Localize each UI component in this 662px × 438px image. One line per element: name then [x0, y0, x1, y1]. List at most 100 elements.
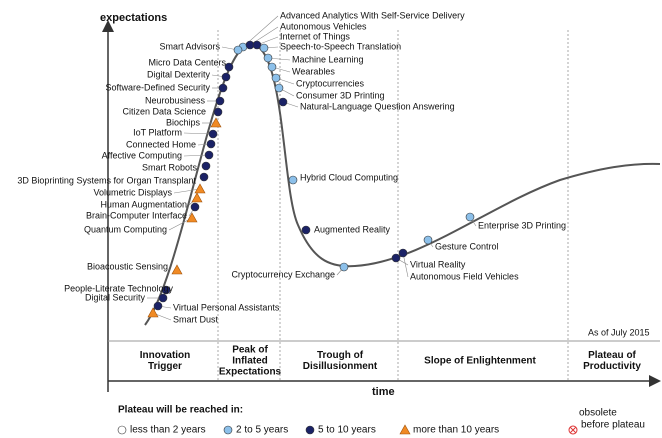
marker	[569, 426, 577, 434]
node-label: Smart Dust	[173, 314, 219, 324]
phase-label: Innovation	[140, 350, 191, 361]
node-label: Cryptocurrencies	[296, 78, 365, 88]
node-label: Micro Data Centers	[148, 57, 226, 67]
node-label: Smart Robots	[142, 162, 198, 172]
phase-label: Slope of Enlightenment	[424, 356, 536, 367]
legend-label: more than 10 years	[413, 425, 499, 436]
marker	[186, 212, 198, 223]
marker	[288, 175, 298, 185]
node-label: Citizen Data Science	[122, 106, 206, 116]
marker	[199, 172, 209, 182]
node-label: Hybrid Cloud Computing	[300, 172, 398, 182]
hype-curve	[144, 42, 661, 326]
marker	[171, 264, 183, 275]
legend-label: obsolete	[579, 408, 617, 419]
marker	[201, 161, 211, 171]
marker	[215, 96, 225, 106]
marker	[398, 248, 408, 258]
phase-label: Trough of	[317, 350, 364, 361]
node-label: Enterprise 3D Printing	[478, 220, 566, 230]
node-label: People-Literate Technology	[64, 283, 173, 293]
marker	[158, 293, 168, 303]
node-label: Biochips	[166, 117, 201, 127]
marker	[224, 62, 234, 72]
legend-label: 2 to 5 years	[236, 425, 288, 436]
node-label: Natural-Language Question Answering	[300, 101, 455, 111]
marker	[391, 253, 401, 263]
node-label: IoT Platform	[133, 127, 182, 137]
node-label: Autonomous Field Vehicles	[410, 271, 519, 281]
marker	[161, 285, 171, 295]
marker	[218, 83, 228, 93]
node-label: Connected Home	[126, 139, 196, 149]
marker	[221, 72, 231, 82]
phase-label: Expectations	[219, 367, 282, 378]
marker	[278, 97, 288, 107]
marker	[206, 139, 216, 149]
marker	[301, 225, 311, 235]
marker	[117, 425, 127, 435]
node-label: Internet of Things	[280, 31, 350, 41]
node-label: Digital Dexterity	[147, 69, 211, 79]
marker	[423, 235, 433, 245]
marker	[210, 117, 222, 128]
as-of: As of July 2015	[588, 327, 650, 337]
node-label: Human Augmentation	[100, 199, 187, 209]
node-label: Wearables	[292, 66, 335, 76]
marker	[263, 53, 273, 63]
phase-dividers	[217, 30, 569, 381]
node-label: Digital Security	[85, 292, 146, 302]
marker	[259, 43, 269, 53]
marker	[213, 107, 223, 117]
node-label: Volumetric Displays	[93, 187, 172, 197]
y-axis-label: expectations	[100, 12, 167, 24]
phase-label: Disillusionment	[303, 361, 378, 372]
node-label: Virtual Reality	[410, 259, 466, 269]
legend-label: before plateau	[581, 420, 645, 431]
marker	[274, 83, 284, 93]
node-label: Consumer 3D Printing	[296, 90, 385, 100]
legend-label: less than 2 years	[130, 425, 206, 436]
node-label: Bioacoustic Sensing	[87, 261, 168, 271]
node-label: Software-Defined Security	[105, 82, 210, 92]
marker	[191, 192, 203, 203]
marker	[223, 425, 233, 435]
marker	[194, 183, 206, 194]
legend-label: 5 to 10 years	[318, 425, 376, 436]
node-label: Affective Computing	[102, 150, 182, 160]
marker	[208, 129, 218, 139]
marker	[147, 307, 159, 318]
node-label: Quantum Computing	[84, 224, 167, 234]
marker	[465, 212, 475, 222]
node-label: Autonomous Vehicles	[280, 21, 367, 31]
marker	[271, 73, 281, 83]
phase-label: Plateau of	[588, 350, 636, 361]
marker	[305, 425, 315, 435]
node-label: Brain-Computer Interface	[86, 210, 187, 220]
phase-label: Trigger	[148, 361, 182, 372]
node-label: Speech-to-Speech Translation	[280, 41, 401, 51]
node-label: Augmented Reality	[314, 224, 391, 234]
marker	[267, 62, 277, 72]
node-label: Smart Advisors	[159, 41, 220, 51]
marker	[339, 262, 349, 272]
node-label: Machine Learning	[292, 54, 364, 64]
marker	[233, 45, 243, 55]
node-label: 3D Bioprinting Systems for Organ Transpl…	[17, 175, 196, 185]
node-label: Cryptocurrency Exchange	[231, 269, 335, 279]
phase-label: Peak of	[232, 345, 268, 356]
marker	[153, 301, 163, 311]
phase-label: Productivity	[583, 361, 641, 372]
node-label: Neurobusiness	[145, 95, 206, 105]
marker	[190, 202, 200, 212]
marker	[399, 424, 411, 435]
node-label: Virtual Personal Assistants	[173, 302, 280, 312]
marker	[204, 150, 214, 160]
legend-title: Plateau will be reached in:	[118, 405, 243, 416]
node-label: Gesture Control	[435, 241, 499, 251]
leader-line	[183, 132, 214, 135]
node-label: Advanced Analytics With Self-Service Del…	[280, 10, 465, 20]
x-axis-label: time	[372, 386, 395, 398]
leader-line	[173, 188, 201, 194]
